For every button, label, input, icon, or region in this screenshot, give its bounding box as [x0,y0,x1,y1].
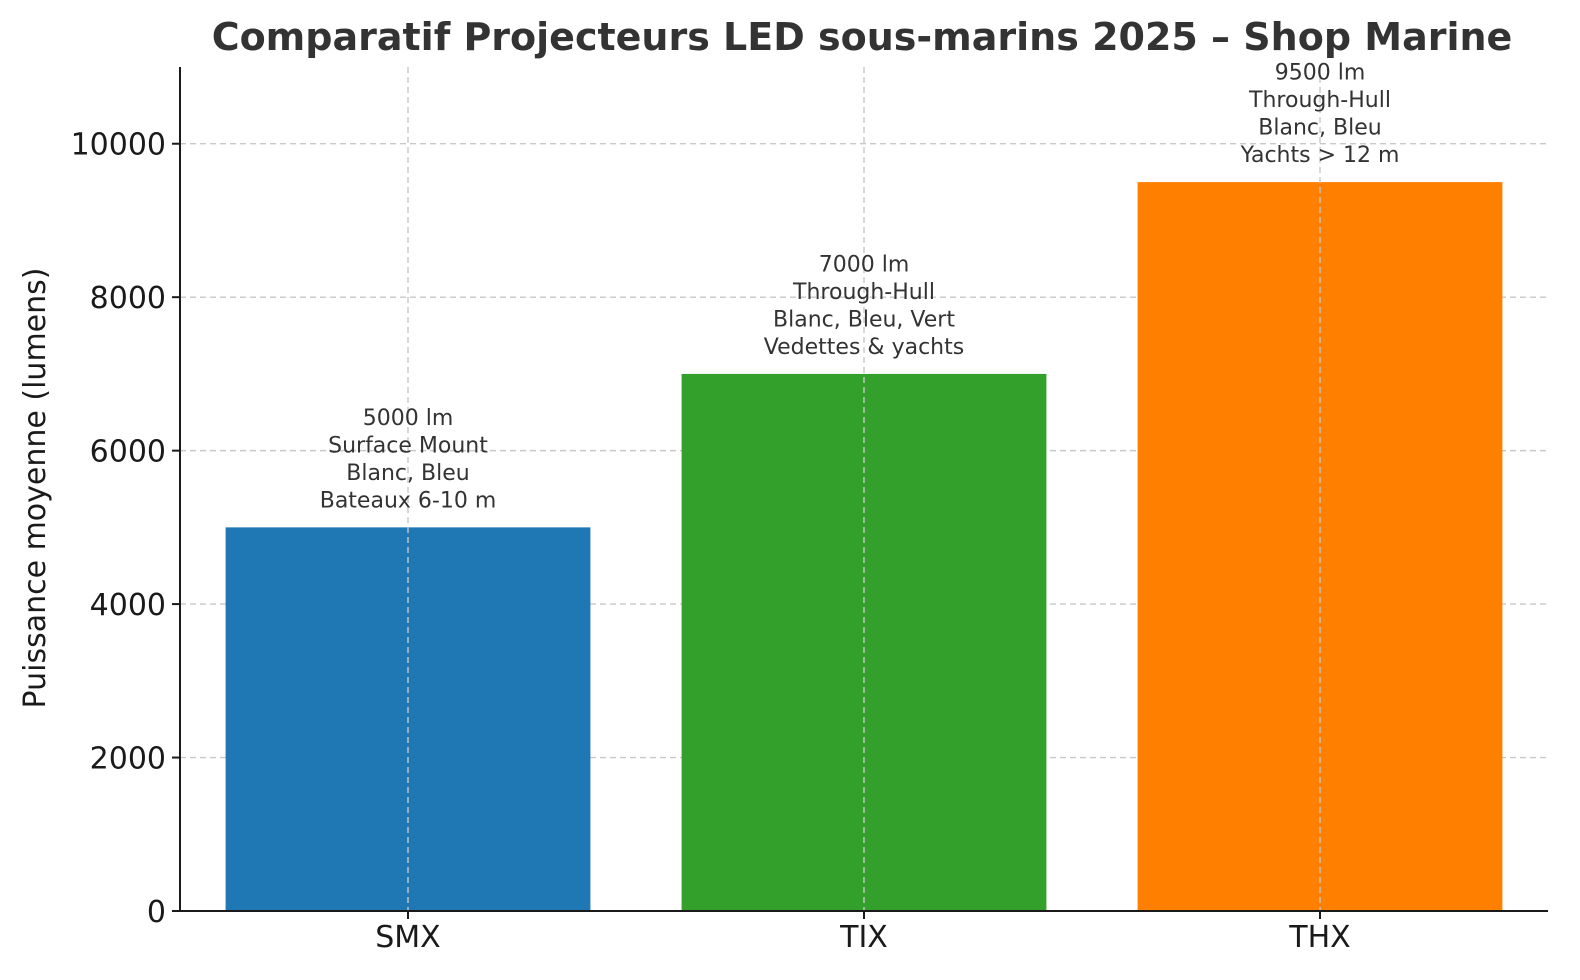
y-axis-label: Puissance moyenne (lumens) [18,268,53,709]
annotation-line: Yachts > 12 m [1240,143,1400,168]
ticks-layer: 0 2000 4000 6000 8000 10000 SMX TIX THX [71,128,1351,955]
x-tick-label: THX [1288,920,1350,955]
x-tick-label: TIX [839,920,888,955]
annotation-line: Vedettes & yachts [764,335,964,360]
chart-title: Comparatif Projecteurs LED sous-marins 2… [212,15,1513,59]
vertical-grid-layer [407,67,1321,911]
y-tick-label: 6000 [90,435,166,470]
annotation-line: Surface Mount [328,433,488,458]
x-tick-label: SMX [375,920,440,955]
annotation-line: 5000 lm [363,406,454,431]
y-tick-label: 8000 [90,281,166,316]
annotation-line: Bateaux 6-10 m [320,488,497,513]
y-tick-label: 10000 [71,128,166,163]
y-tick-label: 2000 [90,742,166,777]
annotation-line: 7000 lm [819,252,910,277]
annotation-line: Blanc, Bleu [1258,116,1381,141]
y-tick-label: 4000 [90,588,166,623]
annotation-line: 9500 lm [1275,61,1366,86]
annotation-line: Through-Hull [1248,88,1391,113]
annotation-line: Blanc, Bleu, Vert [773,307,955,332]
annotation-line: Through-Hull [792,280,935,305]
annotation-line: Blanc, Bleu [346,461,469,486]
y-tick-label: 0 [147,895,166,930]
